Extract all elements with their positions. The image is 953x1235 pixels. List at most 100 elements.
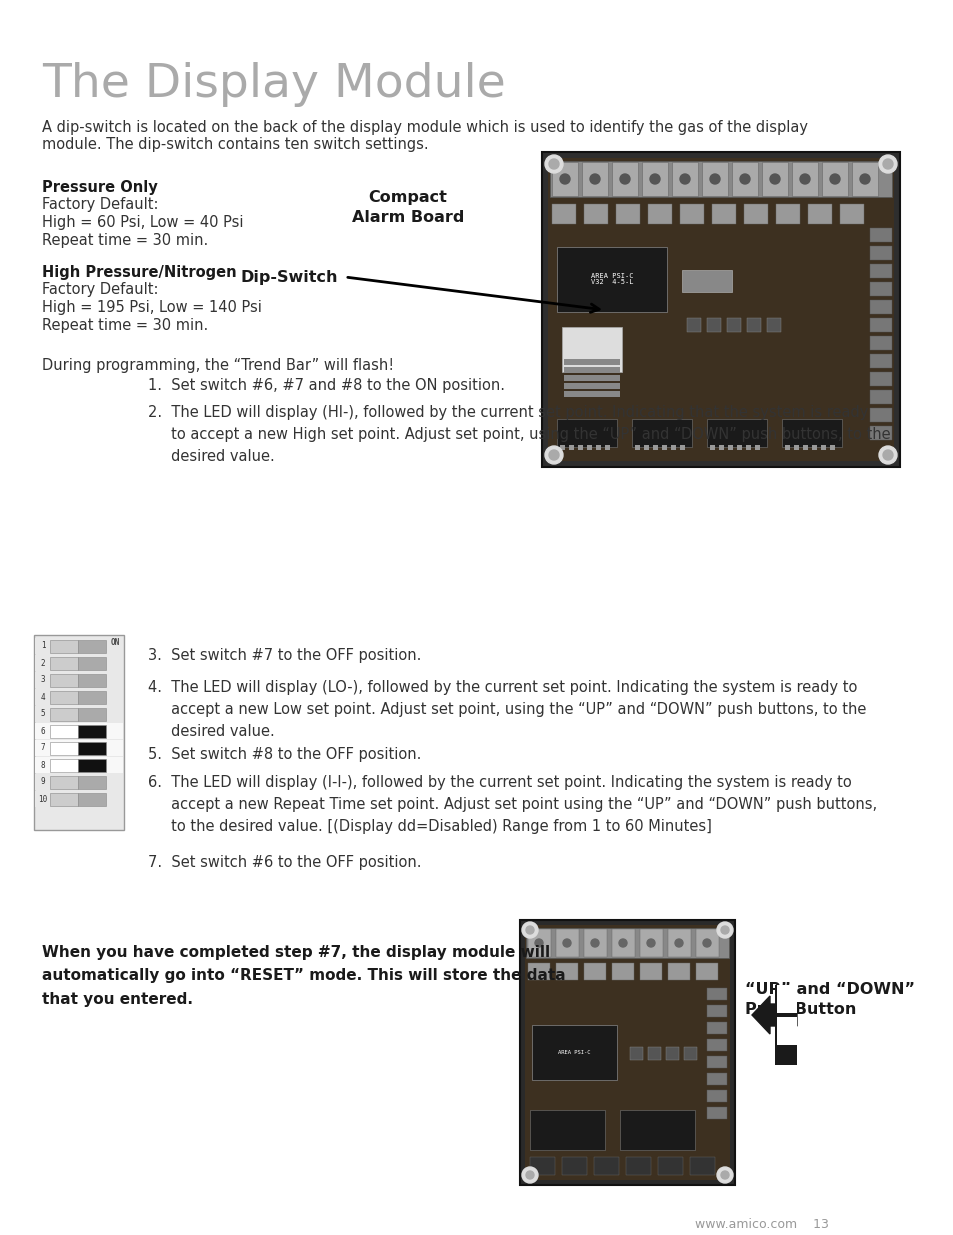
Bar xyxy=(731,162,758,196)
Bar xyxy=(667,929,690,957)
Bar xyxy=(811,445,816,450)
Bar xyxy=(35,722,123,739)
Bar xyxy=(727,445,732,450)
Text: Push Button: Push Button xyxy=(744,1002,856,1016)
Bar xyxy=(635,445,639,450)
Bar xyxy=(50,708,78,721)
Bar xyxy=(35,740,123,756)
Text: 3: 3 xyxy=(41,676,45,684)
Text: 8: 8 xyxy=(41,761,45,769)
Bar xyxy=(35,638,123,655)
Bar xyxy=(527,963,550,981)
Bar xyxy=(550,161,891,198)
Bar xyxy=(869,372,891,387)
Text: ON: ON xyxy=(111,638,120,647)
Text: During programming, the “Trend Bar” will flash!: During programming, the “Trend Bar” will… xyxy=(42,358,394,373)
Bar xyxy=(696,963,718,981)
Bar xyxy=(639,963,661,981)
Bar xyxy=(50,674,78,687)
Circle shape xyxy=(590,939,598,947)
Bar xyxy=(869,246,891,261)
Bar xyxy=(821,445,825,450)
Bar xyxy=(532,1025,617,1079)
Bar xyxy=(519,920,734,1186)
Bar xyxy=(737,445,741,450)
Bar xyxy=(647,1047,660,1060)
Text: 4: 4 xyxy=(41,693,45,701)
Bar xyxy=(683,1047,697,1060)
Text: High Pressure/Nitrogen: High Pressure/Nitrogen xyxy=(42,266,236,280)
Bar xyxy=(776,1016,796,1045)
Bar xyxy=(791,162,817,196)
Bar xyxy=(525,927,728,958)
Circle shape xyxy=(562,939,571,947)
Bar xyxy=(711,204,735,224)
Circle shape xyxy=(800,174,809,184)
Bar xyxy=(869,317,891,332)
Bar xyxy=(775,204,800,224)
Bar xyxy=(639,929,662,957)
Bar xyxy=(706,317,720,332)
Bar xyxy=(701,162,727,196)
Bar xyxy=(559,445,564,450)
Bar xyxy=(869,408,891,422)
Text: AREA PSI-C
V32  4-5-L: AREA PSI-C V32 4-5-L xyxy=(590,273,633,285)
Circle shape xyxy=(720,1171,728,1179)
Circle shape xyxy=(829,174,840,184)
Bar xyxy=(583,929,606,957)
Text: Compact
Alarm Board: Compact Alarm Board xyxy=(352,190,464,225)
Circle shape xyxy=(646,939,655,947)
Bar xyxy=(586,445,592,450)
Bar xyxy=(78,708,106,721)
Bar xyxy=(781,419,841,447)
Bar xyxy=(647,204,671,224)
Bar xyxy=(754,445,760,450)
Bar xyxy=(743,204,767,224)
Bar xyxy=(594,1157,618,1174)
Bar xyxy=(557,419,617,447)
Text: 10: 10 xyxy=(38,794,48,804)
Bar xyxy=(563,375,619,382)
Bar xyxy=(665,1047,679,1060)
Text: 6: 6 xyxy=(41,726,45,736)
Text: The Display Module: The Display Module xyxy=(42,62,505,107)
Bar xyxy=(78,657,106,671)
Bar xyxy=(869,282,891,296)
Circle shape xyxy=(702,939,710,947)
Bar xyxy=(78,692,106,704)
Text: “UP” and “DOWN”: “UP” and “DOWN” xyxy=(744,982,914,997)
Circle shape xyxy=(859,174,869,184)
Bar xyxy=(50,640,78,653)
Circle shape xyxy=(559,174,569,184)
Circle shape xyxy=(878,156,896,173)
Bar xyxy=(706,1107,726,1119)
Bar xyxy=(706,1023,726,1034)
Bar xyxy=(869,426,891,440)
Bar xyxy=(821,162,847,196)
Text: Factory Default:: Factory Default: xyxy=(42,198,158,212)
Circle shape xyxy=(548,159,558,169)
Bar xyxy=(869,336,891,350)
Bar xyxy=(78,640,106,653)
Circle shape xyxy=(882,159,892,169)
Bar xyxy=(869,390,891,404)
Bar xyxy=(776,986,796,1013)
Circle shape xyxy=(878,446,896,464)
Bar xyxy=(35,672,123,688)
Bar xyxy=(829,445,834,450)
Circle shape xyxy=(544,446,562,464)
Bar xyxy=(50,692,78,704)
Bar xyxy=(561,1157,586,1174)
Bar xyxy=(869,228,891,242)
Bar xyxy=(563,391,619,396)
Text: 2: 2 xyxy=(41,658,45,667)
Text: High = 60 Psi, Low = 40 Psi: High = 60 Psi, Low = 40 Psi xyxy=(42,215,243,230)
Circle shape xyxy=(544,156,562,173)
Text: 1.  Set switch #6, #7 and #8 to the ON position.: 1. Set switch #6, #7 and #8 to the ON po… xyxy=(148,378,504,393)
Text: 6.  The LED will display (I-I-), followed by the current set point. Indicating t: 6. The LED will display (I-I-), followed… xyxy=(148,776,876,835)
Bar xyxy=(563,367,619,373)
Bar xyxy=(746,317,760,332)
Bar xyxy=(745,445,750,450)
Circle shape xyxy=(769,174,780,184)
Bar xyxy=(34,635,124,830)
